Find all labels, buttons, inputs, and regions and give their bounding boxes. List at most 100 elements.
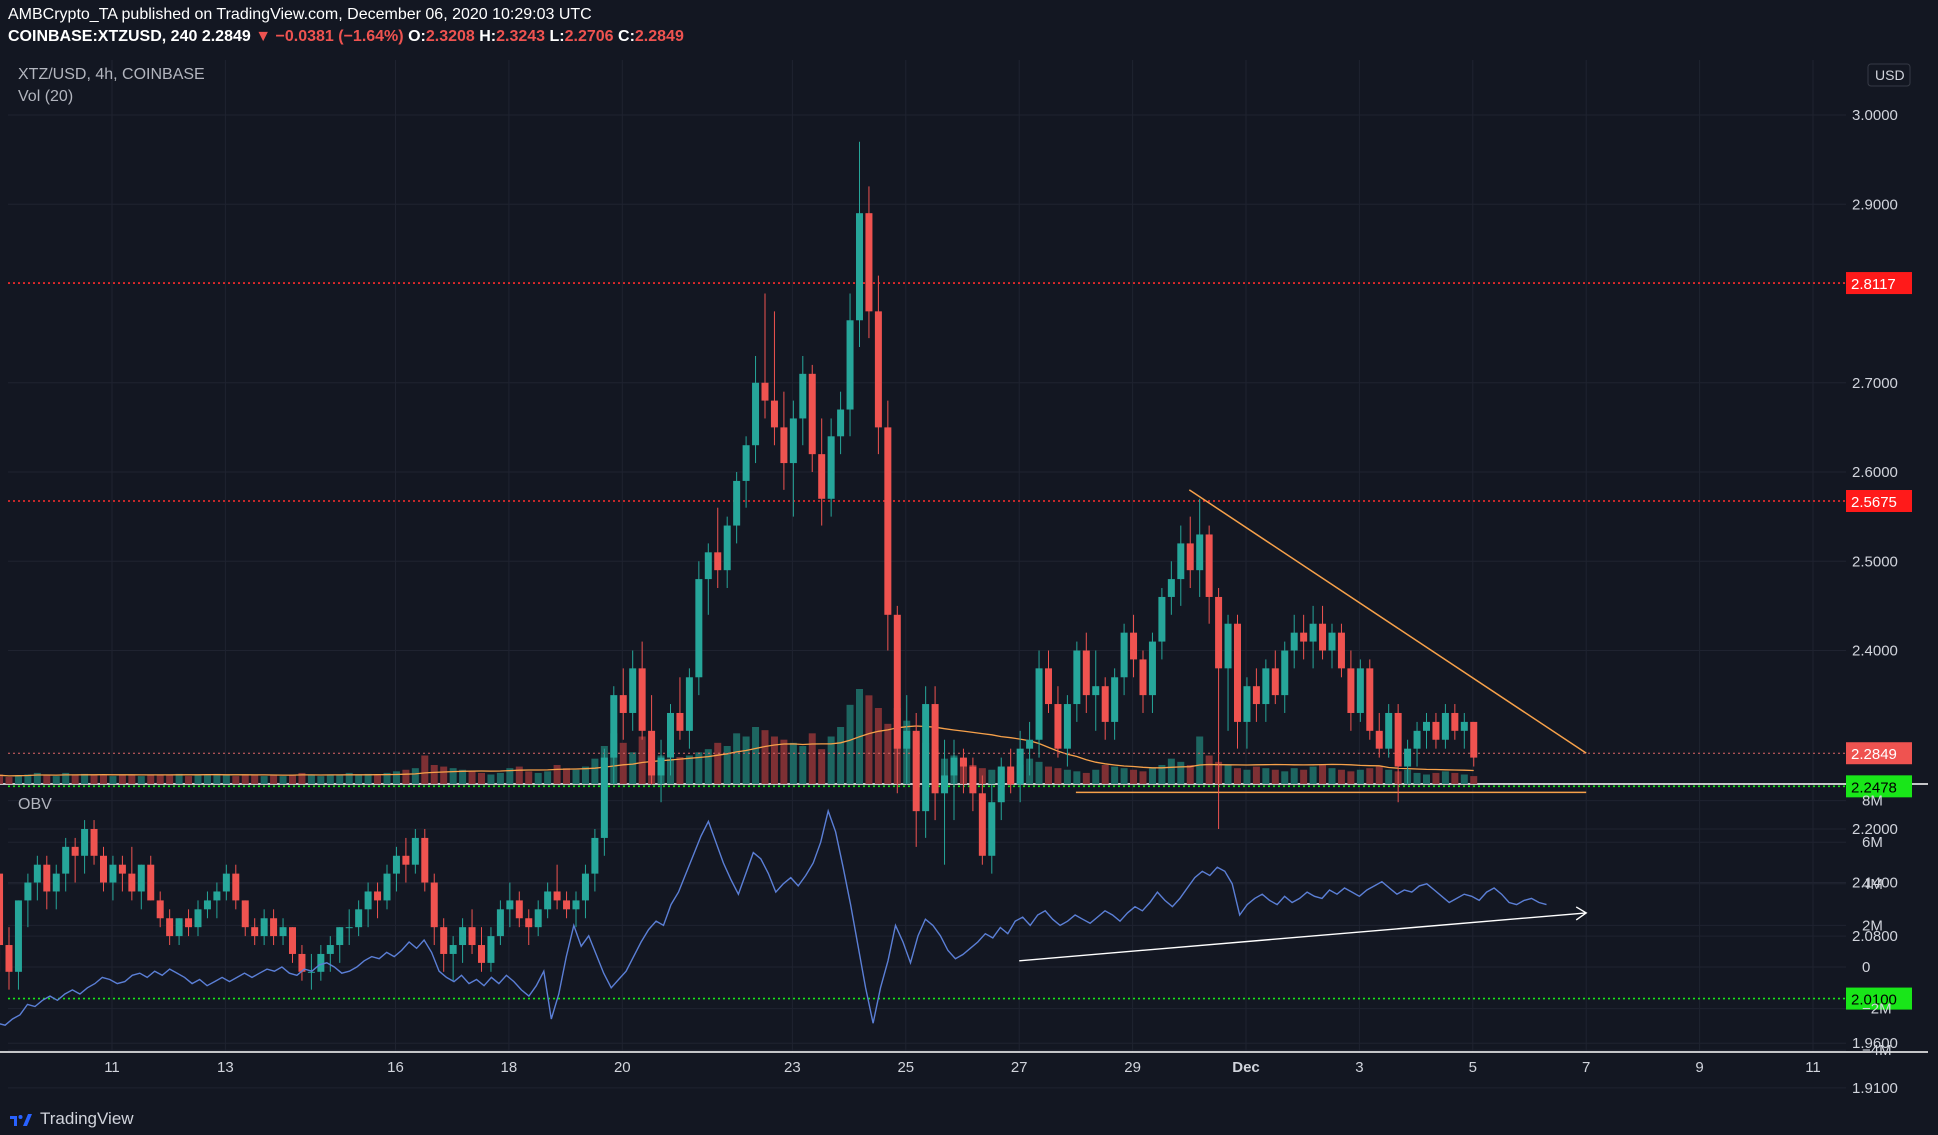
volume-bar: [71, 775, 79, 784]
date-tick-label: 7: [1582, 1059, 1590, 1076]
candle-body: [1111, 677, 1119, 722]
candle-body: [194, 909, 202, 928]
candle-body: [270, 918, 278, 937]
volume-bar: [808, 733, 816, 784]
volume-bar: [1432, 772, 1440, 784]
volume-bar: [884, 723, 892, 784]
volume-bar: [1470, 776, 1478, 784]
candle-body: [477, 945, 485, 963]
candle-body: [203, 900, 211, 910]
candle-body: [241, 900, 249, 928]
candle-body: [884, 427, 892, 615]
candle-body: [222, 873, 230, 892]
price-tick-label: 1.9600: [1852, 1035, 1898, 1052]
publisher-line: AMBCrypto_TA published on TradingView.co…: [8, 6, 592, 23]
candle-body: [629, 668, 637, 713]
candle-body: [591, 837, 599, 874]
volume-bar: [799, 746, 807, 784]
volume-bar: [421, 755, 429, 784]
obv-tick-label: 2M: [1862, 917, 1883, 934]
candle-body: [260, 918, 268, 937]
candle-body: [128, 873, 136, 892]
obv-tick-label: −2M: [1862, 1001, 1892, 1018]
volume-bar: [166, 774, 174, 784]
volume-bar: [1073, 771, 1081, 784]
candle-body: [459, 927, 467, 946]
currency-label: USD: [1875, 67, 1905, 83]
candle-body: [789, 418, 797, 464]
volume-bar: [1101, 765, 1109, 784]
candle-body: [175, 918, 183, 937]
volume-bar: [128, 775, 136, 784]
symbol-label[interactable]: COINBASE:XTZUSD, 240: [8, 28, 198, 45]
volume-bar: [1205, 755, 1213, 784]
down-arrow-icon: ▼: [255, 28, 272, 45]
volume-bar: [90, 774, 98, 784]
volume-bar: [1233, 768, 1241, 784]
volume-bar: [1139, 771, 1147, 784]
volume-bar: [81, 773, 89, 784]
volume-bar: [1111, 766, 1119, 784]
candle-body: [1451, 712, 1459, 731]
level-tag-support: [1846, 775, 1912, 798]
volume-legend[interactable]: Vol (20): [18, 88, 74, 105]
price-tick-label: 2.0800: [1852, 928, 1898, 945]
candle-body: [374, 891, 382, 901]
volume-bar: [288, 774, 296, 784]
volume-bar: [156, 775, 164, 784]
candle-body: [1186, 543, 1194, 571]
candle-body: [62, 846, 70, 874]
candle-body: [648, 730, 656, 776]
volume-bar: [752, 727, 760, 784]
candle-body: [1385, 712, 1393, 749]
candle-body: [43, 864, 51, 892]
candle-body: [978, 793, 986, 856]
candle-body: [600, 757, 608, 838]
volume-bar: [789, 742, 797, 784]
candle-body: [1130, 632, 1138, 660]
obv-legend[interactable]: OBV: [18, 796, 52, 813]
tradingview-footer[interactable]: TradingView: [8, 1109, 134, 1129]
candle-body: [941, 775, 949, 794]
price-tick-label: 2.2000: [1852, 821, 1898, 838]
high-label: H:: [479, 28, 497, 45]
volume-bar: [714, 742, 722, 784]
candle-body: [1044, 668, 1052, 705]
candle-body: [1101, 686, 1109, 722]
candle-body: [496, 909, 504, 937]
main-legend[interactable]: XTZ/USD, 4h, COINBASE: [18, 66, 205, 83]
volume-bar: [137, 776, 145, 784]
candle-body: [931, 704, 939, 794]
candle-body: [837, 409, 845, 437]
candle-body: [81, 829, 89, 856]
volume-bar: [440, 766, 448, 784]
volume-bar: [827, 736, 835, 784]
candle-body: [336, 927, 344, 946]
candle-body: [1290, 632, 1298, 651]
volume-bar: [1262, 768, 1270, 784]
volume-bar: [24, 774, 32, 784]
candle-body: [355, 909, 363, 928]
volume-bar: [1319, 765, 1327, 784]
volume-bar: [1460, 774, 1468, 784]
volume-bar: [0, 774, 4, 784]
volume-bar: [553, 765, 561, 784]
candle-body: [666, 712, 674, 758]
symbol-ohlc-line: COINBASE:XTZUSD, 240 2.2849 ▼ −0.0381 (−…: [8, 28, 684, 46]
candle-body: [1262, 668, 1270, 705]
volume-bar: [591, 758, 599, 784]
volume-bar: [629, 752, 637, 784]
volume-bar: [685, 755, 693, 784]
level-tag-support: [1846, 987, 1912, 1010]
volume-bar: [477, 772, 485, 784]
volume-bar: [496, 772, 504, 784]
volume-bar: [1130, 769, 1138, 784]
obv-line: [0, 808, 1547, 1026]
volume-bar: [695, 752, 703, 784]
candle-body: [1224, 623, 1232, 669]
candle-body: [733, 480, 741, 526]
volume-bar: [1347, 771, 1355, 784]
candle-body: [421, 837, 429, 883]
candle-body: [1366, 668, 1374, 731]
